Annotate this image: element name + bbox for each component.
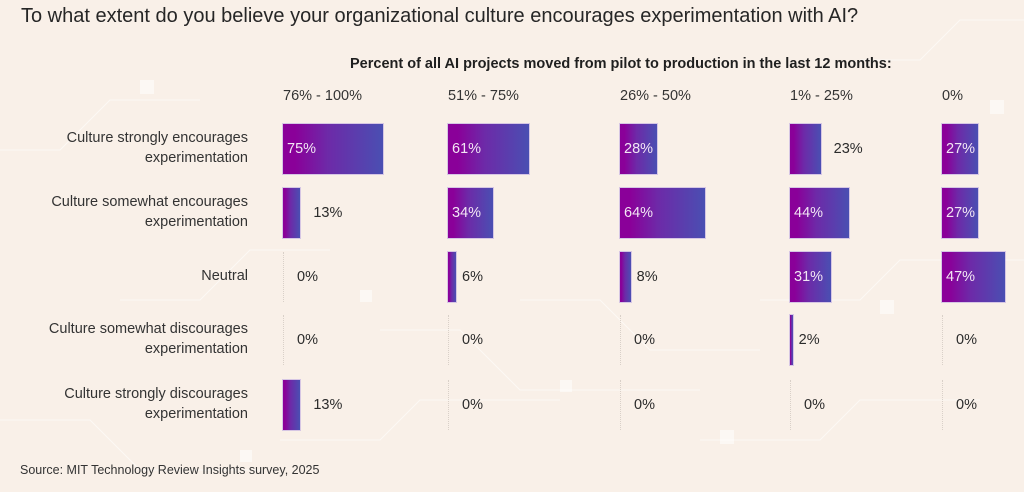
source-note: Source: MIT Technology Review Insights s… (20, 463, 320, 477)
zero-baseline (620, 315, 621, 365)
data-label: 31% (794, 269, 824, 285)
data-label: 0% (956, 332, 977, 348)
zero-baseline (283, 315, 284, 365)
row-label: Culture somewhat encourages experimentati… (0, 192, 248, 232)
row-label-line: Neutral (201, 268, 248, 284)
column-header: 76% - 100% (283, 88, 362, 104)
column-header: 1% - 25% (790, 88, 853, 104)
data-label: 0% (462, 332, 483, 348)
column-header: 0% (942, 88, 963, 104)
data-label: 13% (313, 205, 343, 221)
data-label: 0% (804, 397, 825, 413)
row-label-line: Culture somewhat discourages (48, 321, 248, 337)
data-label: 0% (634, 397, 655, 413)
data-label: 2% (798, 332, 820, 348)
data-label: 27% (946, 141, 976, 157)
data-label: 0% (297, 332, 318, 348)
row-label-line: Culture somewhat encourages (51, 194, 248, 210)
bar (448, 252, 456, 302)
row-label: Culture somewhat discourages experimentat… (0, 319, 248, 359)
data-label: 75% (287, 141, 317, 157)
row-label-line: experimentation (144, 406, 248, 422)
data-label: 0% (462, 397, 483, 413)
row-label-line: Culture strongly discourages (64, 386, 248, 402)
bar (283, 188, 301, 238)
zero-baseline (283, 252, 284, 302)
zero-baseline (448, 315, 449, 365)
data-label: 0% (297, 269, 318, 285)
data-label: 27% (946, 205, 976, 221)
bar (620, 124, 658, 174)
zero-baseline (620, 380, 621, 430)
chart-subtitle: Percent of all AI projects moved from pi… (350, 56, 892, 72)
data-label: 44% (794, 205, 824, 221)
row-label-line: experimentation (144, 214, 248, 230)
row-label-line: experimentation (144, 341, 248, 357)
row-label: Neutral (0, 266, 248, 286)
column-header: 26% - 50% (620, 88, 691, 104)
bar (942, 252, 1005, 302)
zero-baseline (790, 380, 791, 430)
row-label-line: Culture strongly encourages (66, 130, 248, 146)
bar (790, 252, 832, 302)
data-label: 0% (956, 397, 977, 413)
data-label: 64% (624, 205, 654, 221)
bar (790, 315, 793, 365)
chart-title: To what extent do you believe your organ… (21, 5, 859, 27)
bar (942, 188, 978, 238)
data-label: 28% (624, 141, 654, 157)
bar (283, 124, 383, 174)
bar (283, 380, 301, 430)
row-label: Culture strongly encourages experimentati… (0, 128, 248, 168)
data-label: 23% (833, 141, 863, 157)
bar (448, 124, 530, 174)
bar (942, 124, 978, 174)
zero-baseline (448, 380, 449, 430)
data-label: 8% (636, 269, 658, 285)
data-label: 47% (946, 269, 976, 285)
bar (790, 124, 821, 174)
zero-baseline (942, 380, 943, 430)
data-label: 61% (452, 141, 482, 157)
zero-baseline (942, 315, 943, 365)
bar (620, 252, 631, 302)
bar (620, 188, 706, 238)
row-label: Culture strongly discourages experimentat… (0, 384, 248, 424)
bar (790, 188, 849, 238)
data-label: 0% (634, 332, 655, 348)
row-label-line: experimentation (144, 150, 248, 166)
bar (448, 188, 494, 238)
data-label: 6% (462, 269, 483, 285)
column-header: 51% - 75% (448, 88, 519, 104)
data-label: 13% (313, 397, 343, 413)
data-label: 34% (452, 205, 482, 221)
